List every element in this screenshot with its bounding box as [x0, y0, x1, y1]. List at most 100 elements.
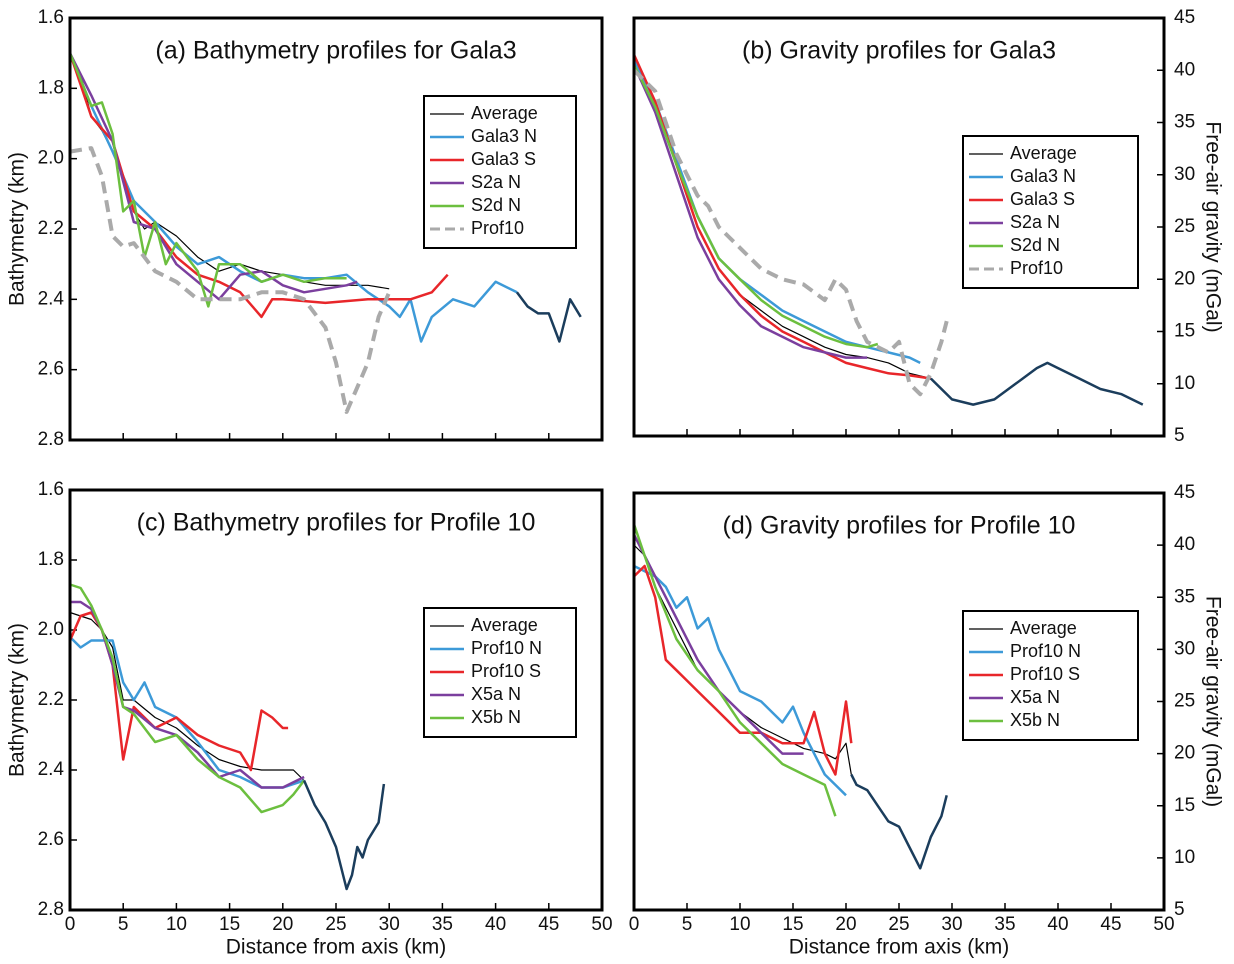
y-tick-label: 2.4: [38, 759, 65, 780]
plot-frame: [68, 16, 604, 442]
legend-label: Average: [1010, 618, 1077, 638]
x-tick-label: 0: [629, 914, 640, 935]
series-line: [632, 534, 804, 755]
x-tick-label: 25: [325, 914, 346, 935]
y-tick-label: 25: [1174, 691, 1195, 712]
panel: 1.6 1.8 2.0 2.2 2.4 2.6 2.8 (a) Bathymetry prof…: [6, 7, 604, 450]
x-tick-label: 15: [782, 914, 803, 935]
legend-label: X5a N: [1010, 687, 1060, 707]
y-tick-label: 5: [1174, 899, 1185, 920]
legend-label: X5b N: [471, 707, 521, 727]
legend: Average Gala3 N Gala3 S S2a N S2d N Prof10: [962, 135, 1139, 289]
panel: 0 5 10 15 20 25 30 35 40 45 50 1.6 1.8 2.0 2.2 2.4 2.6 2.…: [6, 479, 613, 959]
legend-label: Average: [471, 615, 538, 635]
x-tick-label: 0: [65, 914, 76, 935]
x-tick-label: 40: [485, 914, 506, 935]
plot-frame: [632, 16, 1166, 438]
y-axis-label: Bathymetry (km): [6, 152, 29, 306]
legend-label: Average: [471, 103, 538, 123]
x-tick-label: 20: [835, 914, 856, 935]
x-tick-label: 30: [379, 914, 400, 935]
legend-label: Prof10 S: [1010, 664, 1080, 684]
y-tick-label: 10: [1174, 847, 1195, 868]
y-tick-label: 1.8: [38, 549, 64, 570]
chart-title: (d) Gravity profiles for Profile 10: [723, 512, 1076, 540]
series-line: [68, 52, 449, 319]
x-tick-label: 45: [1100, 914, 1121, 935]
series-line: [632, 59, 921, 365]
x-tick-label: 35: [432, 914, 453, 935]
legend: Average Prof10 N Prof10 S X5a N X5b N: [423, 607, 577, 738]
y-tick-label: 20: [1174, 743, 1195, 764]
series-line: [632, 64, 868, 359]
series-line: [69, 583, 306, 814]
series-line: [633, 564, 853, 776]
legend-label: X5b N: [1010, 710, 1060, 730]
y-tick-label: 5: [1174, 425, 1185, 446]
y-tick-label: 2.0: [38, 148, 64, 169]
y-tick-label: 1.8: [38, 77, 64, 98]
y-tick-label: 45: [1174, 482, 1195, 503]
series-line: [70, 600, 305, 789]
x-tick-label: 10: [166, 914, 187, 935]
legend: Average Gala3 N Gala3 S S2a N S2d N Prof10: [423, 95, 577, 249]
legend-label: S2a N: [471, 172, 521, 192]
legend-label: Gala3 N: [1010, 166, 1076, 186]
series-line: [515, 291, 582, 343]
x-tick-label: 40: [1047, 914, 1068, 935]
legend-box: [962, 135, 1139, 289]
legend: Average Prof10 N Prof10 S X5a N X5b N: [962, 610, 1139, 741]
y-tick-label: 10: [1174, 373, 1195, 394]
series-line: [632, 54, 931, 380]
y-tick-label: 30: [1174, 164, 1195, 185]
y-tick-label: 2.6: [38, 829, 64, 850]
legend-label: Prof10 N: [471, 638, 542, 658]
x-tick-label: 10: [729, 914, 750, 935]
legend-box: [423, 95, 577, 249]
x-axis-label: Distance from axis (km): [226, 936, 447, 959]
x-axis-label: Distance from axis (km): [789, 936, 1010, 959]
x-tick-label: 45: [538, 914, 559, 935]
y-tick-label: 1.6: [38, 479, 64, 500]
legend-label: S2d N: [471, 195, 521, 215]
y-tick-label: 45: [1174, 7, 1195, 28]
series-line: [632, 64, 879, 349]
series-line: [69, 146, 392, 414]
chart-title: (a) Bathymetry profiles for Gala3: [155, 37, 516, 65]
y-tick-label: 1.6: [38, 7, 64, 28]
x-tick-label: 5: [682, 914, 693, 935]
y-tick-label: 2.4: [38, 288, 65, 309]
series-line: [633, 564, 847, 797]
legend-label: Average: [1010, 143, 1077, 163]
plot-frame: [632, 491, 1166, 912]
panel: 5 10 15 20 25 30 35 40 45 (b) Gravity profiles fo…: [632, 7, 1224, 446]
series-line: [68, 52, 518, 343]
series-line: [68, 52, 358, 301]
series-line: [632, 523, 837, 817]
x-tick-label: 50: [591, 914, 612, 935]
series-line: [850, 773, 948, 870]
x-tick-label: 35: [994, 914, 1015, 935]
legend-label: Gala3 N: [471, 126, 537, 146]
y-tick-label: 2.2: [38, 218, 64, 239]
legend-label: Prof10: [1010, 258, 1063, 278]
panel: 0 5 10 15 20 25 30 35 40 45 5051015202530354045(d)…: [629, 482, 1225, 959]
series-line: [302, 780, 386, 891]
y-axis-label: Bathymetry (km): [6, 623, 29, 777]
plot-frame: [68, 488, 604, 912]
legend-label: Gala3 S: [1010, 189, 1075, 209]
y-tick-label: 2.8: [38, 899, 64, 920]
y-tick-label: 15: [1174, 795, 1195, 816]
y-tick-label: 25: [1174, 216, 1195, 237]
y-tick-label: 30: [1174, 638, 1195, 659]
series-line: [929, 361, 1144, 406]
legend-label: Prof10: [471, 218, 524, 238]
legend-label: Gala3 S: [471, 149, 536, 169]
y-tick-label: 35: [1174, 586, 1195, 607]
legend-label: S2d N: [1010, 235, 1060, 255]
x-tick-label: 5: [118, 914, 129, 935]
legend-label: X5a N: [471, 684, 521, 704]
chart-title: (b) Gravity profiles for Gala3: [742, 37, 1056, 65]
